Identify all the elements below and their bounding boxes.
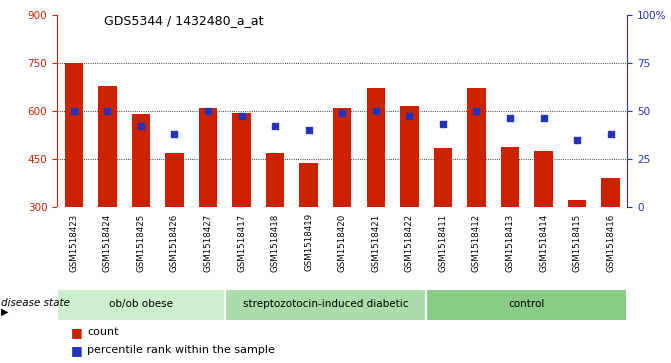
Point xyxy=(169,131,180,137)
Point xyxy=(505,115,515,121)
Bar xyxy=(467,87,486,207)
Bar xyxy=(57,289,225,321)
Text: GSM1518413: GSM1518413 xyxy=(505,213,515,272)
Point xyxy=(236,114,247,119)
Point xyxy=(538,115,549,121)
Text: GSM1518411: GSM1518411 xyxy=(438,213,448,272)
Text: streptozotocin-induced diabetic: streptozotocin-induced diabetic xyxy=(243,299,408,309)
Point xyxy=(370,108,381,114)
Bar xyxy=(225,289,426,321)
Text: GSM1518421: GSM1518421 xyxy=(371,213,380,272)
Point xyxy=(303,127,314,133)
Point xyxy=(270,123,280,129)
Bar xyxy=(64,63,83,207)
Bar xyxy=(165,153,184,207)
Bar xyxy=(433,148,452,207)
Text: disease state: disease state xyxy=(1,298,70,308)
Point xyxy=(572,136,582,142)
Bar xyxy=(232,113,251,207)
Text: GSM1518420: GSM1518420 xyxy=(338,213,347,272)
Text: GSM1518419: GSM1518419 xyxy=(304,213,313,272)
Text: GSM1518425: GSM1518425 xyxy=(136,213,146,272)
Bar xyxy=(426,289,627,321)
Bar xyxy=(366,87,385,207)
Text: percentile rank within the sample: percentile rank within the sample xyxy=(87,345,275,355)
Point xyxy=(203,108,213,114)
Point xyxy=(337,110,348,115)
Bar xyxy=(266,153,285,207)
Text: GSM1518424: GSM1518424 xyxy=(103,213,112,272)
Text: GSM1518415: GSM1518415 xyxy=(572,213,582,272)
Point xyxy=(437,121,448,127)
Point xyxy=(605,131,616,137)
Point xyxy=(471,108,482,114)
Bar xyxy=(199,109,217,207)
Bar xyxy=(299,163,318,207)
Text: count: count xyxy=(87,327,119,337)
Text: ob/ob obese: ob/ob obese xyxy=(109,299,173,309)
Point xyxy=(136,123,146,129)
Bar xyxy=(98,86,117,207)
Bar xyxy=(333,109,352,207)
Text: GSM1518426: GSM1518426 xyxy=(170,213,179,272)
Bar xyxy=(400,106,419,207)
Point xyxy=(102,108,113,114)
Text: GSM1518418: GSM1518418 xyxy=(270,213,280,272)
Text: GSM1518422: GSM1518422 xyxy=(405,213,414,272)
Text: control: control xyxy=(509,299,545,309)
Text: GSM1518416: GSM1518416 xyxy=(606,213,615,272)
Bar xyxy=(534,151,553,207)
Text: GDS5344 / 1432480_a_at: GDS5344 / 1432480_a_at xyxy=(104,15,264,28)
Text: ▶: ▶ xyxy=(1,307,9,317)
Text: GSM1518423: GSM1518423 xyxy=(69,213,79,272)
Text: ■: ■ xyxy=(70,344,83,357)
Bar xyxy=(568,200,586,207)
Point xyxy=(404,114,415,119)
Bar xyxy=(132,114,150,207)
Text: GSM1518417: GSM1518417 xyxy=(237,213,246,272)
Point xyxy=(68,108,79,114)
Bar xyxy=(501,147,519,207)
Bar xyxy=(601,178,620,207)
Text: GSM1518414: GSM1518414 xyxy=(539,213,548,272)
Text: GSM1518427: GSM1518427 xyxy=(203,213,213,272)
Text: ■: ■ xyxy=(70,326,83,339)
Text: GSM1518412: GSM1518412 xyxy=(472,213,481,272)
